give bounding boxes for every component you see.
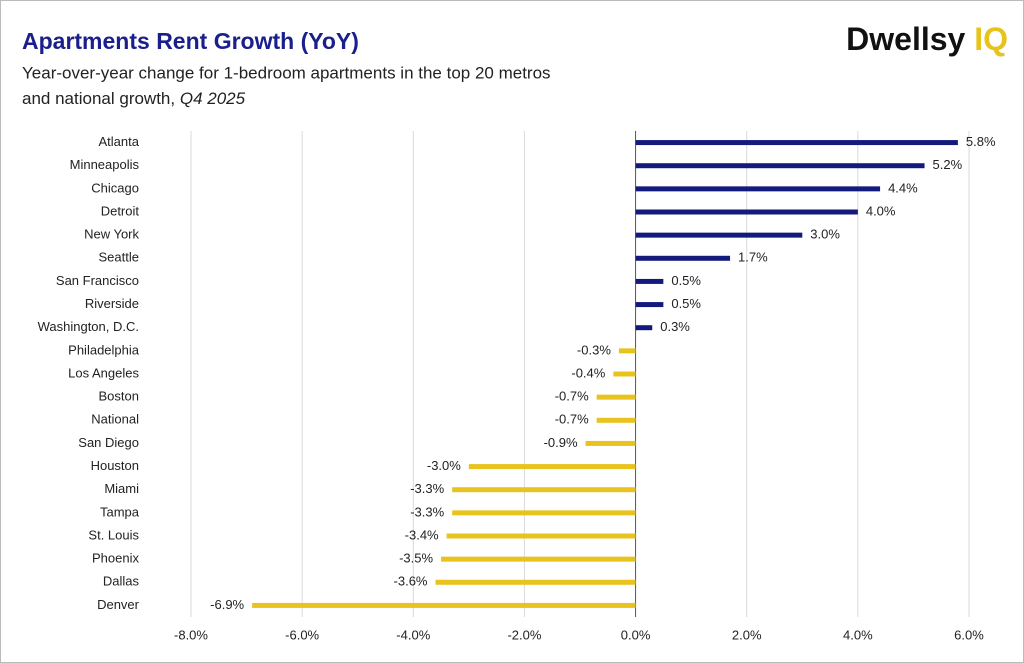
y-tick-label: Denver xyxy=(97,597,140,612)
logo-mark: IQ xyxy=(974,21,1008,57)
bar xyxy=(596,394,636,400)
data-label: 4.4% xyxy=(888,180,918,195)
y-tick-label: San Francisco xyxy=(56,273,139,288)
data-label: -0.7% xyxy=(555,412,589,427)
y-tick-label: Los Angeles xyxy=(68,365,139,380)
chart-subtitle: Year-over-year change for 1-bedroom apar… xyxy=(22,63,551,82)
data-label: -3.6% xyxy=(394,574,428,589)
y-tick-label: Atlanta xyxy=(99,134,140,149)
x-tick-label: 2.0% xyxy=(732,627,762,642)
bar xyxy=(635,232,803,238)
data-label: 5.2% xyxy=(933,157,963,172)
data-label: 4.0% xyxy=(866,203,896,218)
bar xyxy=(468,464,636,470)
x-tick-label: 0.0% xyxy=(621,627,651,642)
data-label: 0.5% xyxy=(671,273,701,288)
bar xyxy=(252,602,636,608)
data-label: -0.7% xyxy=(555,389,589,404)
y-tick-label: St. Louis xyxy=(88,527,139,542)
chart-title: Apartments Rent Growth (YoY) xyxy=(22,28,359,54)
data-label: -3.5% xyxy=(399,551,433,566)
data-label: 1.7% xyxy=(738,250,768,265)
data-label: -0.9% xyxy=(544,435,578,450)
bar xyxy=(635,209,858,215)
y-tick-label: Phoenix xyxy=(92,551,139,566)
data-label: -0.3% xyxy=(577,342,611,357)
bar xyxy=(635,163,925,169)
y-tick-label: Boston xyxy=(99,389,139,404)
bar xyxy=(618,348,636,354)
data-label: -0.4% xyxy=(571,365,605,380)
y-tick-label: Washington, D.C. xyxy=(38,319,139,334)
data-label: -3.4% xyxy=(405,527,439,542)
y-tick-label: Tampa xyxy=(100,504,140,519)
y-tick-label: San Diego xyxy=(78,435,139,450)
y-tick-label: Philadelphia xyxy=(68,342,140,357)
x-tick-label: -8.0% xyxy=(174,627,208,642)
y-tick-label: Dallas xyxy=(103,574,140,589)
y-tick-label: Miami xyxy=(104,481,139,496)
bar xyxy=(635,186,881,192)
logo: Dwellsy IQ xyxy=(846,21,1008,57)
y-tick-label: Detroit xyxy=(101,203,140,218)
y-tick-label: New York xyxy=(84,227,139,242)
bar xyxy=(452,510,636,516)
x-tick-label: 4.0% xyxy=(843,627,873,642)
bar xyxy=(441,556,636,562)
data-label: 0.5% xyxy=(671,296,701,311)
x-tick-label: 6.0% xyxy=(954,627,984,642)
y-tick-label: Houston xyxy=(91,458,139,473)
subtitle-text: and national growth, xyxy=(22,89,175,108)
data-label: 5.8% xyxy=(966,134,996,149)
logo-name: Dwellsy xyxy=(846,21,965,57)
bar xyxy=(635,302,664,308)
bar xyxy=(596,417,636,423)
data-label: 0.3% xyxy=(660,319,690,334)
y-tick-label: Seattle xyxy=(99,250,139,265)
y-tick-label: National xyxy=(91,412,139,427)
bar xyxy=(635,325,653,331)
x-tick-label: -2.0% xyxy=(507,627,541,642)
y-tick-label: Chicago xyxy=(91,180,139,195)
x-tick-label: -4.0% xyxy=(396,627,430,642)
bar xyxy=(446,533,636,539)
bar xyxy=(435,579,636,585)
bar xyxy=(635,255,731,261)
bar xyxy=(635,140,958,146)
y-tick-label: Minneapolis xyxy=(70,157,140,172)
chart-subtitle: and national growth, Q4 2025 xyxy=(22,89,246,108)
data-label: -3.3% xyxy=(410,481,444,496)
bar xyxy=(585,440,636,446)
data-label: -3.0% xyxy=(427,458,461,473)
data-label: 3.0% xyxy=(810,227,840,242)
y-tick-label: Riverside xyxy=(85,296,139,311)
subtitle-date: Q4 2025 xyxy=(180,89,246,108)
data-label: -6.9% xyxy=(210,597,244,612)
bar xyxy=(635,278,664,284)
bar xyxy=(452,487,636,493)
x-tick-label: -6.0% xyxy=(285,627,319,642)
data-label: -3.3% xyxy=(410,504,444,519)
bar xyxy=(613,371,636,377)
